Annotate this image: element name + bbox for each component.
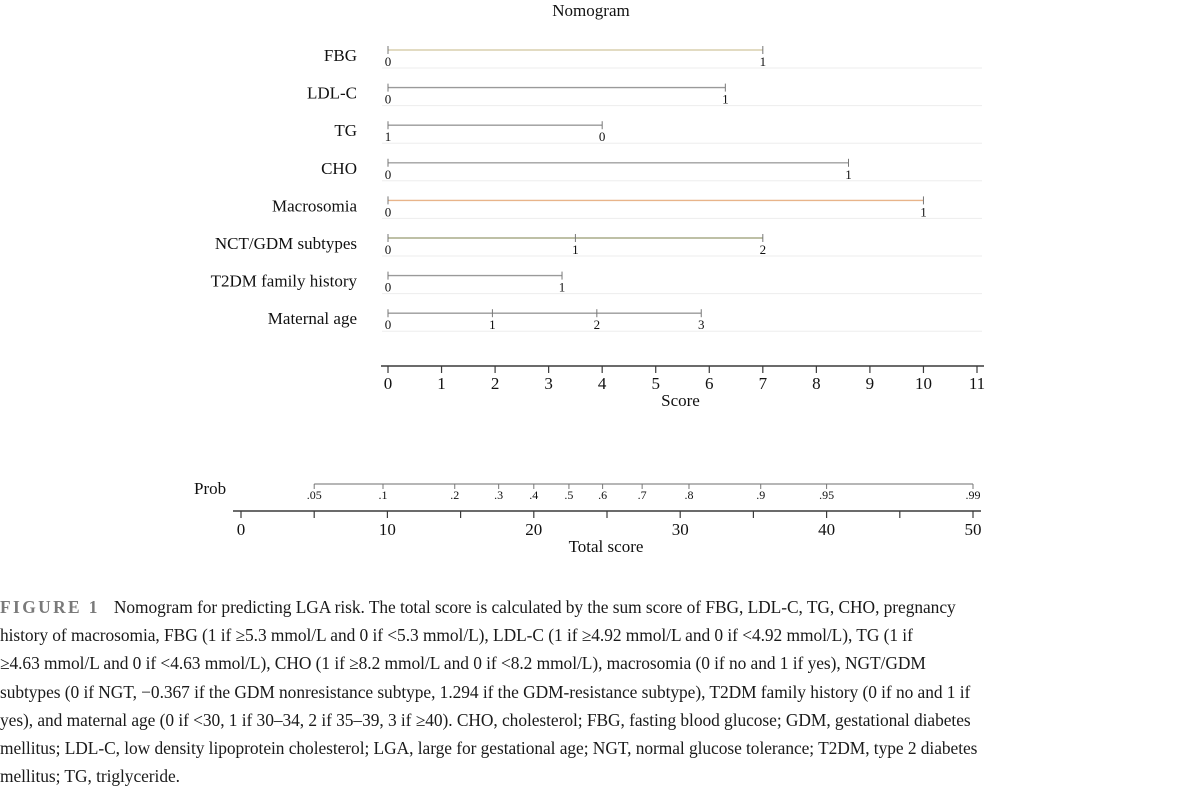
score-tick-label: 0 (384, 374, 393, 393)
row-tick-label: 0 (385, 167, 392, 182)
row-label: LDL-C (307, 84, 357, 103)
score-tick-label: 7 (759, 374, 768, 393)
prob-tick-label: .05 (307, 488, 322, 502)
prob-tick-label: .99 (966, 488, 981, 502)
caption-line: ≥4.63 mmol/L and 0 if <4.63 mmol/L), CHO… (0, 653, 926, 674)
grid-lines (382, 67, 982, 332)
prob-tick-label: .2 (450, 488, 459, 502)
prob-tick-label: .95 (819, 488, 834, 502)
score-tick-label: 3 (544, 374, 553, 393)
figure-label: FIGURE 1 (0, 597, 100, 617)
score-tick-label: 4 (598, 374, 607, 393)
score-tick-label: 9 (866, 374, 875, 393)
prob-tick-label: .3 (494, 488, 503, 502)
row-label: NCT/GDM subtypes (215, 234, 357, 253)
predictor-row: CHO 0 1 (321, 158, 852, 182)
predictor-row: T2DM family history 0 1 (211, 271, 566, 295)
row-tick-label: 0 (385, 54, 392, 69)
caption-line: mellitus; TG, triglyceride. (0, 766, 180, 787)
chart-title: Nomogram (552, 1, 629, 20)
predictor-row: LDL-C 0 1 (307, 83, 729, 107)
predictor-row: Macrosomia 0 1 (272, 196, 927, 219)
score-tick-label: 8 (812, 374, 821, 393)
total-axis-title: Total score (569, 537, 644, 556)
row-label: FBG (324, 46, 357, 65)
caption-line: subtypes (0 if NGT, −0.367 if the GDM no… (0, 681, 971, 702)
total-tick-label: 10 (379, 520, 396, 539)
score-tick-label: 6 (705, 374, 714, 393)
score-axis: 0 1 2 3 4 5 6 7 8 9 10 11 Score (381, 365, 985, 410)
row-tick-label: 2 (760, 242, 767, 257)
score-tick-label: 2 (491, 374, 500, 393)
score-tick-label: 5 (651, 374, 660, 393)
row-tick-label: 0 (599, 129, 606, 144)
row-tick-label: 2 (594, 317, 601, 332)
caption-text: Nomogram for predicting LGA risk. The to… (113, 597, 956, 617)
predictor-row: NCT/GDM subtypes 0 1 2 (215, 234, 766, 257)
caption-line: FIGURE 1 Nomogram for predicting LGA risk… (0, 593, 1181, 621)
row-tick-label: 3 (698, 317, 705, 332)
row-tick-label: 1 (489, 317, 496, 332)
row-tick-label: 1 (385, 129, 392, 144)
row-tick-label: 0 (385, 280, 392, 295)
row-tick-label: 1 (920, 204, 927, 219)
prob-tick-label: .5 (564, 488, 573, 502)
row-label: TG (334, 121, 357, 140)
row-label: CHO (321, 159, 357, 178)
row-tick-label: 1 (760, 54, 767, 69)
total-tick-label: 30 (672, 520, 689, 539)
row-label: Maternal age (268, 309, 357, 328)
total-tick-label: 20 (525, 520, 542, 539)
total-score-axis: 0 10 20 30 40 50 Total score (233, 510, 982, 556)
score-tick-label: 11 (969, 374, 985, 393)
total-tick-label: 0 (237, 520, 246, 539)
score-axis-title: Score (661, 391, 700, 410)
total-tick-label: 50 (965, 520, 982, 539)
score-tick-label: 10 (915, 374, 932, 393)
prob-tick-label: .1 (379, 488, 388, 502)
prob-tick-label: .6 (598, 488, 607, 502)
row-tick-label: 0 (385, 204, 392, 219)
prob-tick-label: .9 (756, 488, 765, 502)
row-tick-label: 1 (845, 167, 852, 182)
figure-caption: FIGURE 1 Nomogram for predicting LGA risk… (0, 593, 1181, 790)
predictor-row: FBG 0 1 (324, 46, 766, 69)
predictor-row: TG 1 0 (334, 121, 605, 144)
row-tick-label: 1 (722, 92, 729, 107)
caption-line: yes), and maternal age (0 if <30, 1 if 3… (0, 709, 971, 730)
score-tick-label: 1 (437, 374, 446, 393)
prob-tick-label: .7 (638, 488, 647, 502)
row-tick-label: 0 (385, 92, 392, 107)
row-label: Macrosomia (272, 196, 357, 215)
caption-line: mellitus; LDL-C, low density lipoprotein… (0, 738, 978, 759)
prob-tick-label: .8 (684, 488, 693, 502)
row-tick-label: 1 (572, 242, 579, 257)
row-tick-label: 0 (385, 317, 392, 332)
total-tick-label: 40 (818, 520, 835, 539)
row-tick-label: 1 (559, 280, 566, 295)
probability-axis: Prob .05 .1 .2 .3 .4 .5 .6 .7 .8 .9 .95 .99 (194, 479, 981, 502)
prob-axis-title: Prob (194, 479, 226, 498)
caption-line: history of macrosomia, FBG (1 if ≥5.3 mm… (0, 625, 913, 646)
row-tick-label: 0 (385, 242, 392, 257)
prob-tick-label: .4 (529, 488, 538, 502)
predictor-row: Maternal age 0 1 2 3 (268, 309, 705, 332)
row-label: T2DM family history (211, 272, 358, 291)
